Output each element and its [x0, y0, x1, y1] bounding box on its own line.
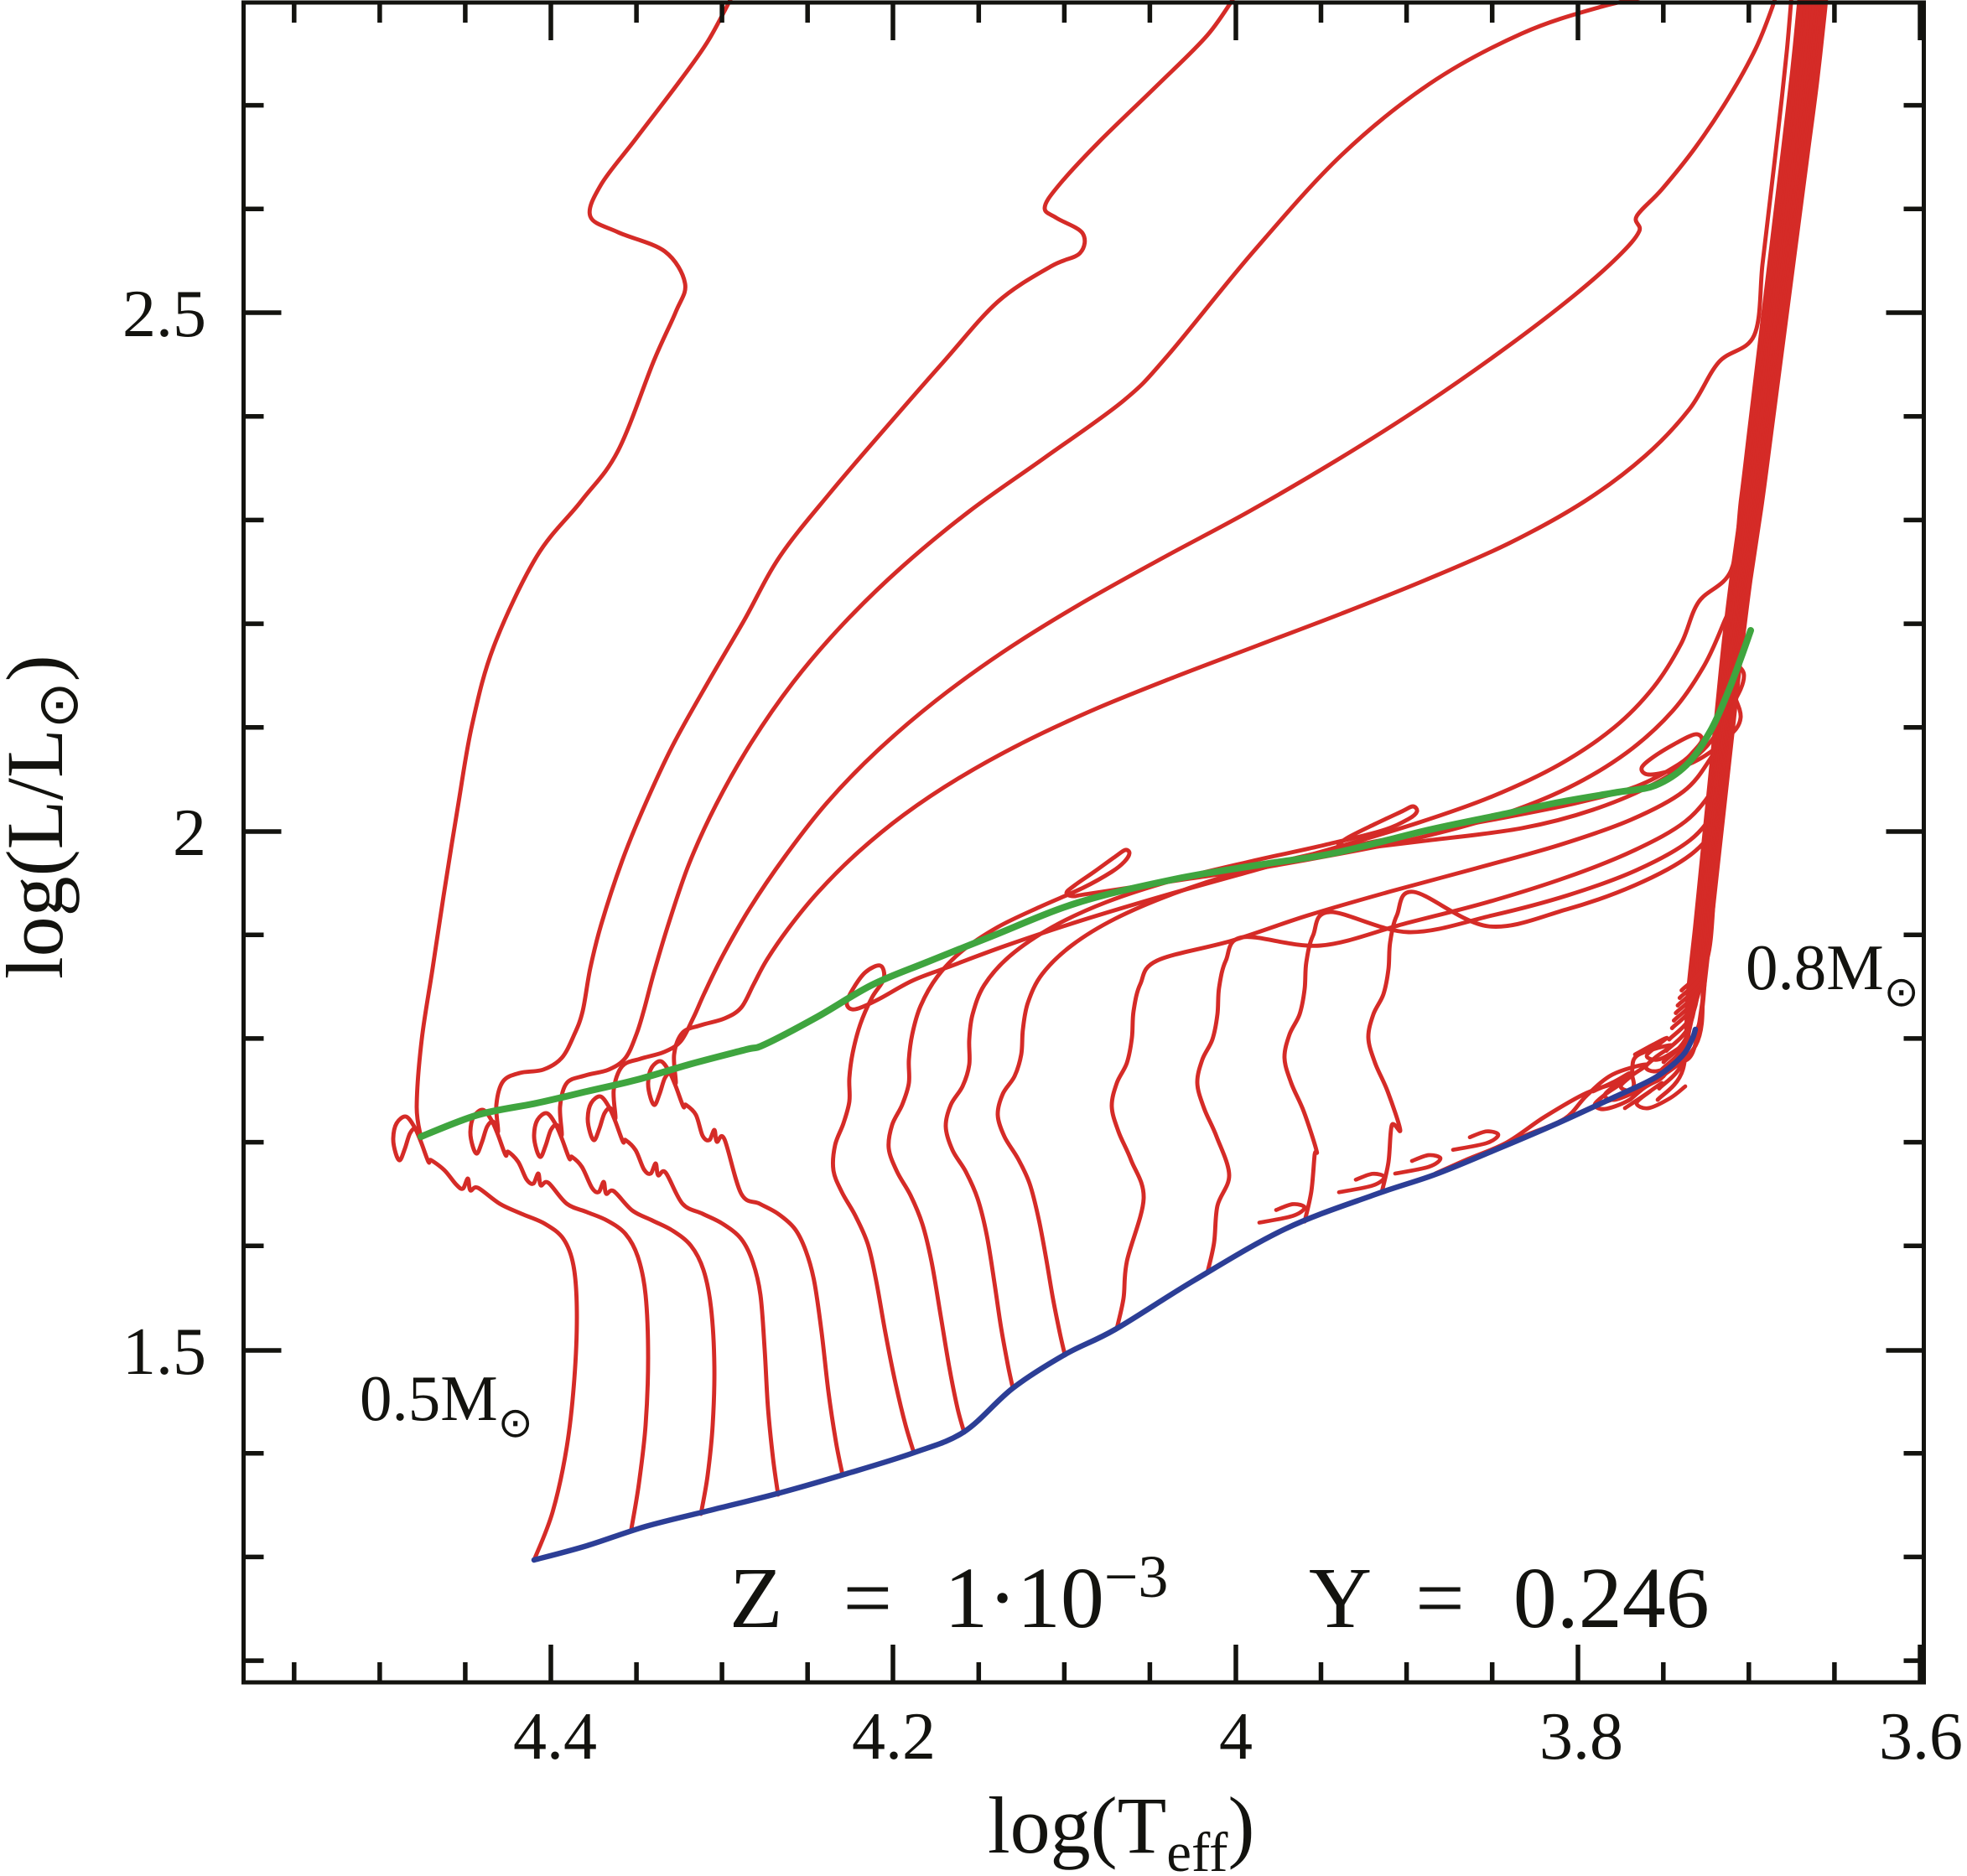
svg-text:4.4: 4.4 — [513, 1700, 597, 1774]
svg-text:2.5: 2.5 — [122, 277, 206, 351]
svg-text:3.6: 3.6 — [1879, 1700, 1963, 1774]
svg-text:3.8: 3.8 — [1539, 1700, 1623, 1774]
svg-text:2: 2 — [173, 796, 206, 870]
svg-text:4.2: 4.2 — [852, 1700, 936, 1774]
svg-text:1.5: 1.5 — [122, 1315, 206, 1389]
svg-text:4: 4 — [1219, 1700, 1253, 1774]
